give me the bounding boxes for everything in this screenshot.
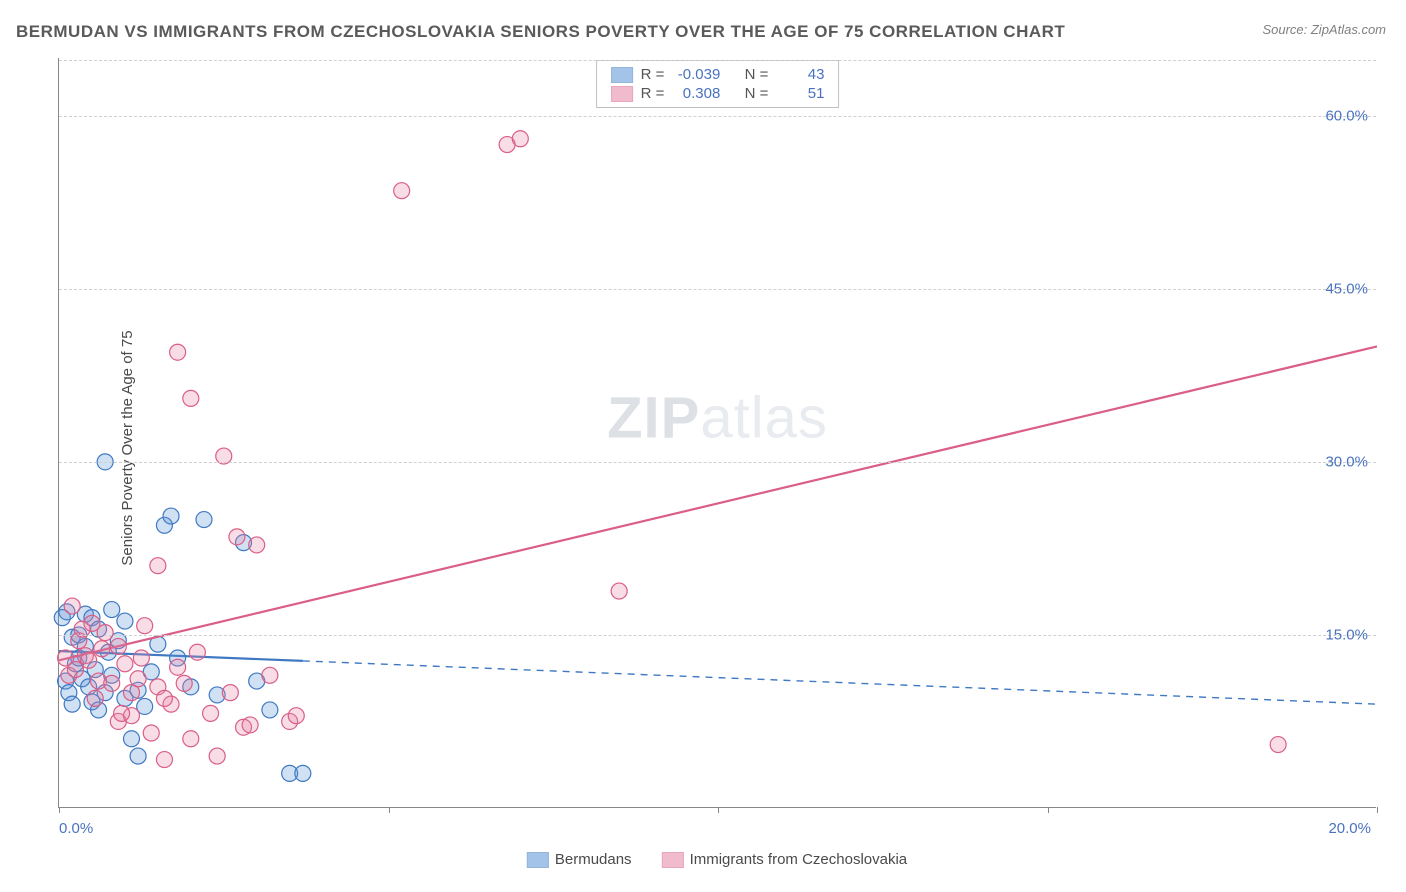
legend-label: Bermudans bbox=[555, 851, 632, 868]
gridline bbox=[59, 289, 1376, 290]
x-tick bbox=[1048, 807, 1049, 813]
data-point bbox=[611, 583, 627, 599]
data-point bbox=[229, 529, 245, 545]
data-point bbox=[104, 675, 120, 691]
data-point bbox=[295, 765, 311, 781]
data-point bbox=[156, 752, 172, 768]
data-point bbox=[104, 602, 120, 618]
gridline bbox=[59, 116, 1376, 117]
data-point bbox=[163, 508, 179, 524]
trend-line-extrapolated bbox=[303, 661, 1377, 704]
data-point bbox=[114, 705, 130, 721]
data-point bbox=[288, 708, 304, 724]
y-tick-label: 45.0% bbox=[1325, 280, 1368, 297]
data-point bbox=[183, 390, 199, 406]
chart-title: BERMUDAN VS IMMIGRANTS FROM CZECHOSLOVAK… bbox=[16, 22, 1065, 42]
data-point bbox=[222, 685, 238, 701]
data-point bbox=[130, 671, 146, 687]
x-tick-label: 0.0% bbox=[59, 820, 93, 837]
source-attribution: Source: ZipAtlas.com bbox=[1262, 22, 1386, 37]
data-point bbox=[133, 650, 149, 666]
data-point bbox=[249, 537, 265, 553]
y-tick-label: 30.0% bbox=[1325, 453, 1368, 470]
legend-item: Immigrants from Czechoslovakia bbox=[662, 851, 908, 868]
legend-swatch bbox=[662, 852, 684, 868]
data-point bbox=[203, 705, 219, 721]
gridline bbox=[59, 60, 1376, 61]
data-point bbox=[64, 696, 80, 712]
x-tick bbox=[1377, 807, 1378, 813]
data-point bbox=[123, 731, 139, 747]
data-point bbox=[170, 659, 186, 675]
legend-label: Immigrants from Czechoslovakia bbox=[690, 851, 908, 868]
gridline bbox=[59, 635, 1376, 636]
data-point bbox=[94, 641, 110, 657]
data-point bbox=[196, 512, 212, 528]
data-point bbox=[262, 702, 278, 718]
plot-area: ZIPatlas R =-0.039 N =43R =0.308 N =51 1… bbox=[58, 58, 1376, 808]
chart-legend: Bermudans Immigrants from Czechoslovakia bbox=[527, 851, 907, 868]
data-point bbox=[150, 558, 166, 574]
data-point bbox=[209, 748, 225, 764]
data-point bbox=[156, 690, 172, 706]
data-point bbox=[1270, 737, 1286, 753]
x-tick bbox=[389, 807, 390, 813]
data-point bbox=[87, 690, 103, 706]
data-point bbox=[130, 748, 146, 764]
legend-swatch bbox=[527, 852, 549, 868]
data-point bbox=[176, 675, 192, 691]
data-point bbox=[117, 613, 133, 629]
data-point bbox=[394, 183, 410, 199]
y-tick-label: 60.0% bbox=[1325, 107, 1368, 124]
data-point bbox=[512, 131, 528, 147]
chart-container: Seniors Poverty Over the Age of 75 ZIPat… bbox=[48, 58, 1386, 838]
data-point bbox=[81, 652, 97, 668]
x-tick bbox=[59, 807, 60, 813]
scatter-svg bbox=[59, 58, 1376, 807]
data-point bbox=[189, 644, 205, 660]
trend-line bbox=[59, 346, 1377, 660]
x-tick bbox=[718, 807, 719, 813]
data-point bbox=[242, 717, 258, 733]
data-point bbox=[143, 725, 159, 741]
data-point bbox=[170, 344, 186, 360]
data-point bbox=[137, 618, 153, 634]
data-point bbox=[64, 598, 80, 614]
data-point bbox=[262, 667, 278, 683]
data-point bbox=[97, 625, 113, 641]
x-tick-label: 20.0% bbox=[1328, 820, 1371, 837]
gridline bbox=[59, 462, 1376, 463]
data-point bbox=[110, 638, 126, 654]
data-point bbox=[117, 656, 133, 672]
y-tick-label: 15.0% bbox=[1325, 626, 1368, 643]
data-point bbox=[183, 731, 199, 747]
legend-item: Bermudans bbox=[527, 851, 632, 868]
